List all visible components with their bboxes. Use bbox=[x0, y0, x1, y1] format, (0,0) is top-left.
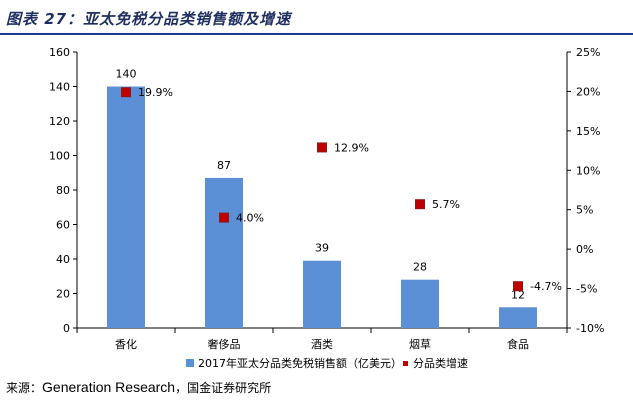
x-axis-tick-label: 烟草 bbox=[409, 337, 431, 351]
right-axis-tick-label: 5% bbox=[576, 204, 593, 217]
growth-marker bbox=[513, 281, 523, 292]
x-axis-tick-label: 奢侈品 bbox=[208, 337, 241, 351]
right-axis-tick-label: 15% bbox=[576, 125, 600, 138]
left-axis-tick-label: 0 bbox=[63, 322, 70, 335]
right-axis-tick-label: -5% bbox=[576, 283, 597, 296]
bar-value-label: 140 bbox=[116, 68, 137, 81]
growth-marker bbox=[219, 212, 229, 223]
left-axis-tick-label: 60 bbox=[56, 219, 70, 232]
growth-marker bbox=[317, 142, 327, 153]
bar bbox=[205, 177, 243, 328]
left-axis-tick-label: 100 bbox=[49, 150, 70, 163]
legend-bar-label: 2017年亚太分品类免税销售额（亿美元） bbox=[198, 356, 402, 370]
left-axis-tick-label: 120 bbox=[49, 115, 70, 128]
right-axis-tick-label: 0% bbox=[576, 243, 593, 256]
legend-bar-swatch bbox=[186, 359, 194, 367]
bar bbox=[401, 279, 439, 328]
source-name: Generation Research bbox=[42, 379, 176, 395]
left-axis-tick-label: 40 bbox=[56, 253, 70, 266]
right-axis-tick-label: 20% bbox=[576, 85, 600, 98]
x-axis-tick-label: 食品 bbox=[507, 337, 529, 351]
left-axis-tick-label: 140 bbox=[49, 81, 70, 94]
left-axis-tick-label: 80 bbox=[56, 184, 70, 197]
growth-value-label: 4.0% bbox=[236, 212, 264, 225]
right-axis-tick-label: 25% bbox=[576, 46, 600, 59]
figure-title: 图表 27：亚太免税分品类销售额及增速 bbox=[6, 10, 292, 28]
bar-value-label: 87 bbox=[217, 159, 231, 172]
bar-value-label: 39 bbox=[315, 242, 329, 255]
bar-value-label: 12 bbox=[511, 288, 525, 301]
bar bbox=[107, 86, 145, 328]
source-suffix: ，国金证券研究所 bbox=[175, 381, 272, 395]
bar-value-label: 28 bbox=[413, 261, 427, 274]
bar bbox=[499, 307, 537, 328]
title-rule bbox=[0, 33, 633, 35]
left-axis-tick-label: 160 bbox=[49, 46, 70, 59]
right-axis-tick-label: -10% bbox=[576, 322, 604, 335]
growth-marker bbox=[415, 199, 425, 210]
growth-marker bbox=[121, 87, 131, 98]
bar bbox=[303, 260, 341, 328]
legend-marker-swatch bbox=[403, 361, 408, 366]
growth-value-label: 12.9% bbox=[334, 141, 369, 154]
growth-value-label: 19.9% bbox=[138, 86, 173, 99]
left-axis-tick-label: 20 bbox=[56, 288, 70, 301]
growth-value-label: 5.7% bbox=[432, 198, 460, 211]
chart-legend: 2017年亚太分品类免税销售额（亿美元） 分品类增速 bbox=[186, 356, 468, 370]
x-axis-tick-label: 酒类 bbox=[311, 337, 333, 351]
source-note: 来源：Generation Research，国金证券研究所 bbox=[6, 379, 271, 396]
x-axis-tick-label: 香化 bbox=[115, 337, 137, 351]
legend-marker-label: 分品类增速 bbox=[413, 356, 468, 370]
growth-series: 19.9% 4.0% 12.9% 5.7% -4.7% bbox=[121, 86, 562, 293]
growth-value-label: -4.7% bbox=[530, 280, 562, 293]
right-axis-tick-label: 10% bbox=[576, 164, 600, 177]
source-prefix: 来源： bbox=[6, 381, 43, 395]
bar-series: 140 87 39 28 12 bbox=[107, 68, 537, 328]
